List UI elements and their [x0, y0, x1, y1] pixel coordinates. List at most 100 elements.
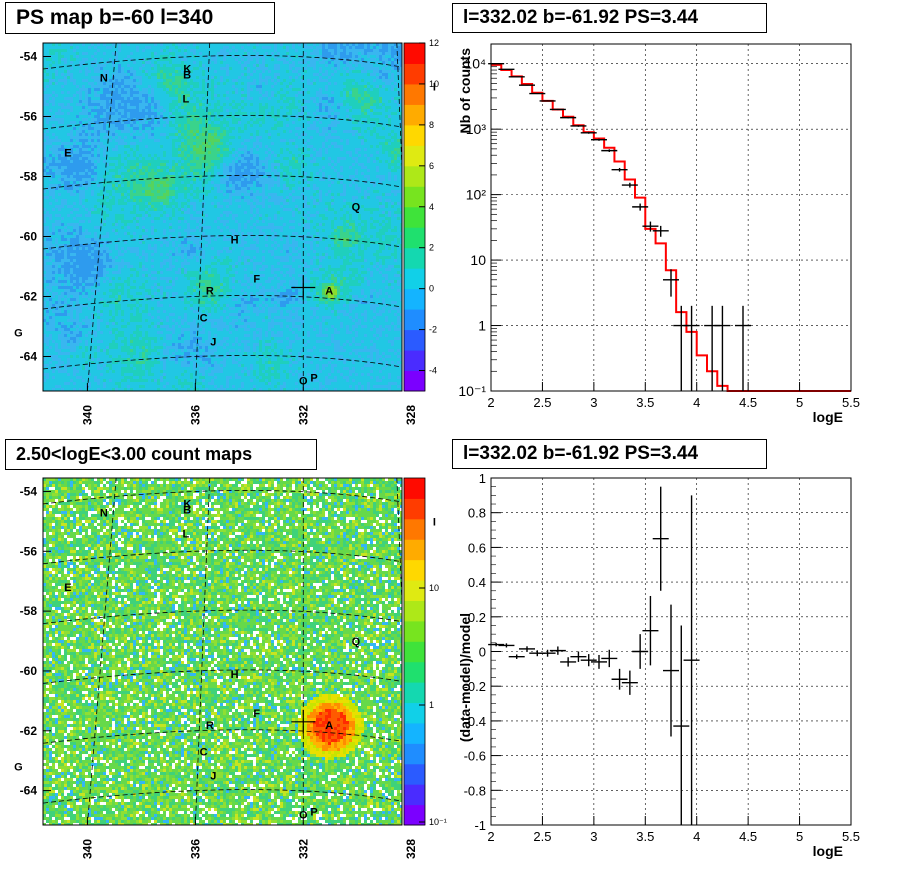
- map-pixel: [103, 46, 106, 49]
- map-pixel: [334, 157, 337, 160]
- map-pixel: [103, 127, 106, 130]
- map-pixel: [247, 70, 250, 73]
- map-pixel: [43, 73, 46, 76]
- map-pixel: [61, 139, 64, 142]
- map-pixel: [166, 163, 169, 166]
- map-pixel: [379, 163, 382, 166]
- map-pixel: [103, 109, 106, 112]
- map-pixel: [304, 58, 307, 61]
- map-pixel: [73, 64, 76, 67]
- map-pixel: [313, 145, 316, 148]
- map-pixel: [262, 154, 265, 157]
- map-pixel: [334, 118, 337, 121]
- map-pixel: [328, 118, 331, 121]
- map-pixel: [220, 163, 223, 166]
- map-pixel: [55, 139, 58, 142]
- map-pixel: [331, 97, 334, 100]
- map-pixel: [94, 118, 97, 121]
- map-pixel: [217, 58, 220, 61]
- map-pixel: [316, 55, 319, 58]
- map-pixel: [289, 94, 292, 97]
- map-pixel: [64, 127, 67, 130]
- map-pixel: [208, 106, 211, 109]
- map-pixel: [202, 103, 205, 106]
- map-pixel: [121, 97, 124, 100]
- map-pixel: [358, 52, 361, 55]
- map-pixel: [193, 139, 196, 142]
- map-pixel: [166, 139, 169, 142]
- map-pixel: [319, 70, 322, 73]
- map-pixel: [262, 115, 265, 118]
- map-pixel: [226, 43, 229, 46]
- map-pixel: [175, 73, 178, 76]
- map-pixel: [355, 55, 358, 58]
- map-pixel: [238, 67, 241, 70]
- map-pixel: [157, 127, 160, 130]
- map-pixel: [292, 118, 295, 121]
- map-pixel: [82, 88, 85, 91]
- map-pixel: [127, 133, 130, 136]
- map-pixel: [382, 154, 385, 157]
- map-pixel: [184, 94, 187, 97]
- map-pixel: [211, 163, 214, 166]
- map-pixel: [217, 61, 220, 64]
- map-pixel: [274, 142, 277, 145]
- map-pixel: [394, 115, 397, 118]
- map-pixel: [244, 79, 247, 82]
- map-pixel: [58, 43, 61, 46]
- map-pixel: [361, 88, 364, 91]
- map-pixel: [349, 88, 352, 91]
- map-pixel: [82, 100, 85, 103]
- map-pixel: [268, 61, 271, 64]
- map-pixel: [358, 64, 361, 67]
- map-pixel: [79, 109, 82, 112]
- map-pixel: [331, 151, 334, 154]
- map-pixel: [241, 166, 244, 169]
- map-pixel: [379, 142, 382, 145]
- map-pixel: [313, 103, 316, 106]
- map-pixel: [286, 151, 289, 154]
- map-pixel: [127, 139, 130, 142]
- map-pixel: [271, 106, 274, 109]
- map-pixel: [100, 130, 103, 133]
- map-pixel: [385, 61, 388, 64]
- map-pixel: [181, 43, 184, 46]
- map-pixel: [157, 154, 160, 157]
- map-pixel: [223, 157, 226, 160]
- map-pixel: [43, 88, 46, 91]
- map-pixel: [160, 103, 163, 106]
- map-pixel: [226, 79, 229, 82]
- map-pixel: [202, 73, 205, 76]
- map-pixel: [358, 115, 361, 118]
- map-pixel: [112, 160, 115, 163]
- map-pixel: [76, 115, 79, 118]
- map-pixel: [76, 94, 79, 97]
- map-pixel: [52, 136, 55, 139]
- map-pixel: [388, 100, 391, 103]
- map-pixel: [247, 97, 250, 100]
- map-pixel: [337, 58, 340, 61]
- map-pixel: [334, 121, 337, 124]
- map-pixel: [328, 127, 331, 130]
- map-pixel: [190, 61, 193, 64]
- map-pixel: [172, 142, 175, 145]
- map-pixel: [355, 61, 358, 64]
- map-pixel: [259, 67, 262, 70]
- map-pixel: [163, 55, 166, 58]
- map-pixel: [274, 46, 277, 49]
- map-pixel: [238, 94, 241, 97]
- map-pixel: [193, 97, 196, 100]
- map-pixel: [262, 109, 265, 112]
- map-pixel: [286, 100, 289, 103]
- map-pixel: [88, 109, 91, 112]
- map-pixel: [103, 148, 106, 151]
- map-pixel: [46, 76, 49, 79]
- map-pixel: [157, 139, 160, 142]
- map-pixel: [301, 160, 304, 163]
- map-pixel: [64, 157, 67, 160]
- map-pixel: [67, 151, 70, 154]
- map-pixel: [124, 166, 127, 169]
- map-pixel: [121, 64, 124, 67]
- map-pixel: [178, 166, 181, 169]
- map-pixel: [175, 91, 178, 94]
